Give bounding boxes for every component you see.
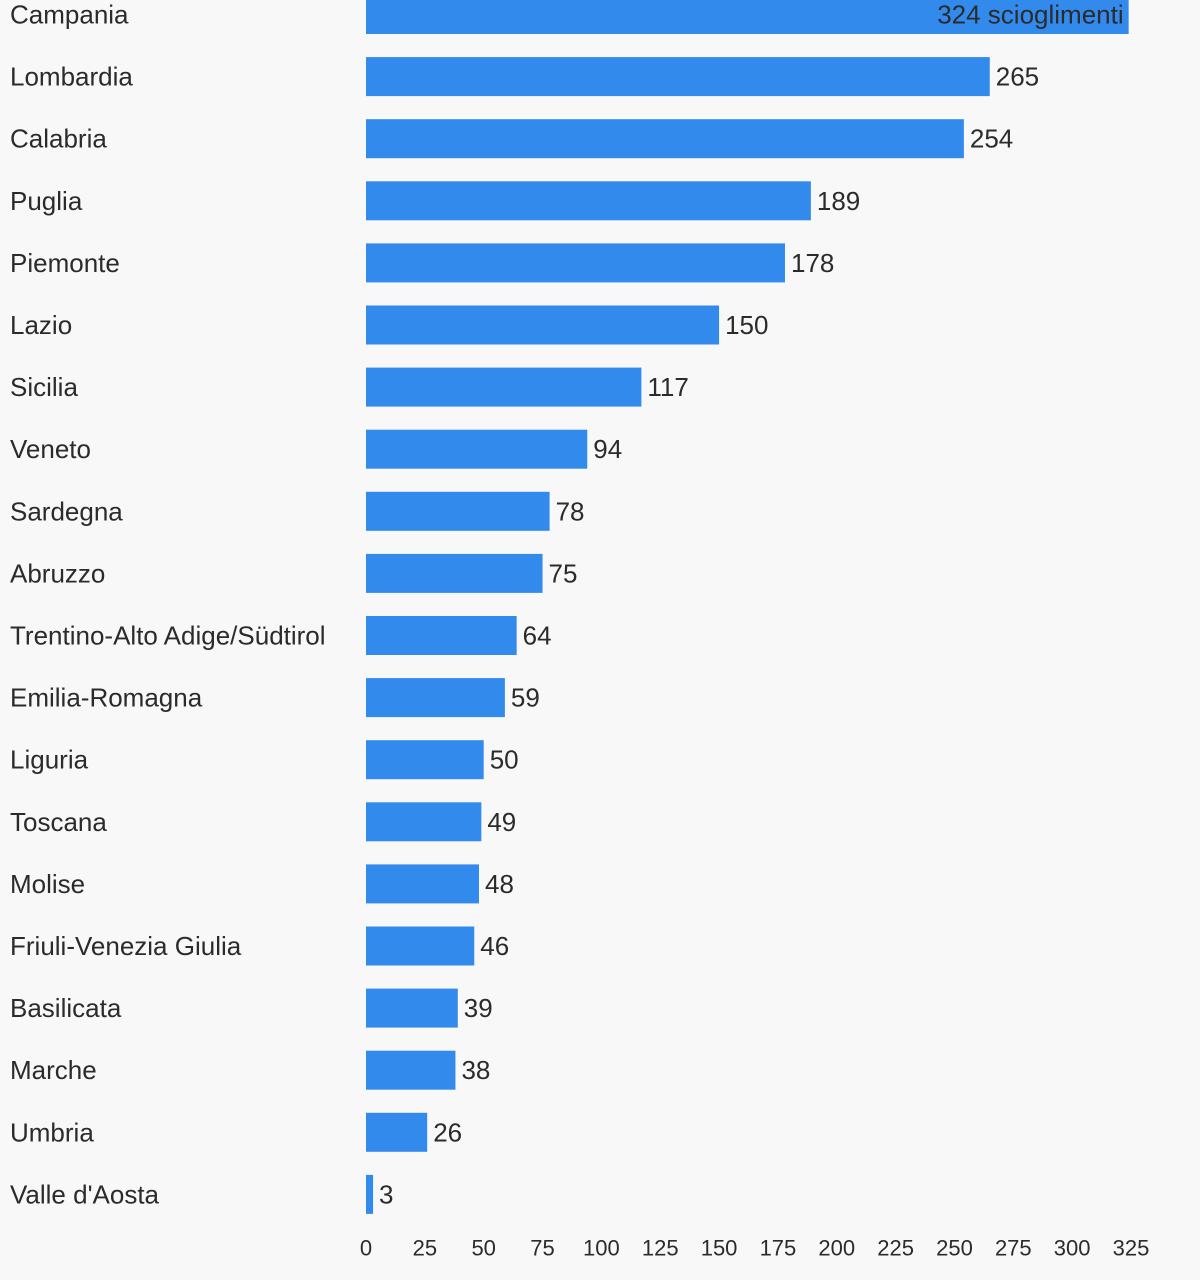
data-label: 59 [511, 683, 540, 713]
x-tick-label: 50 [471, 1236, 495, 1261]
data-label: 64 [523, 621, 552, 651]
data-label: 254 [970, 124, 1013, 154]
data-label: 48 [485, 869, 514, 899]
x-tick-label: 200 [818, 1236, 855, 1261]
category-label: Umbria [10, 1117, 94, 1147]
bar [366, 57, 990, 97]
category-label: Piemonte [10, 248, 120, 278]
category-label: Abruzzo [10, 558, 105, 588]
bar [366, 740, 484, 780]
data-label: 3 [379, 1179, 393, 1209]
bar [366, 1112, 428, 1152]
data-label: 49 [487, 807, 516, 837]
category-label: Trentino-Alto Adige/Südtirol [10, 621, 326, 651]
value-labels: 324 scioglimenti 265 254 189 178 150 117 94 78 75… [379, 0, 1124, 1209]
x-tick-label: 225 [877, 1236, 914, 1261]
x-tick-label: 0 [360, 1236, 372, 1261]
data-label: 38 [461, 1055, 490, 1085]
bar [366, 119, 964, 159]
data-label: 46 [480, 931, 509, 961]
category-label: Molise [10, 869, 85, 899]
data-label: 324 scioglimenti [937, 0, 1123, 30]
x-tick-label: 325 [1113, 1236, 1150, 1261]
data-label: 78 [556, 496, 585, 526]
data-label: 117 [647, 372, 688, 402]
data-label: 94 [593, 434, 622, 464]
category-label: Calabria [10, 124, 107, 154]
bar [366, 491, 550, 531]
category-label: Lombardia [10, 62, 133, 92]
bar [366, 616, 517, 655]
x-tick-label: 100 [583, 1236, 620, 1261]
x-axis-ticks: 0 25 50 75 100 125 150 175 200 225 250 275 300 325 [360, 1236, 1149, 1261]
bar [366, 678, 505, 718]
bar [366, 243, 785, 283]
category-label: Puglia [10, 186, 83, 216]
data-label: 265 [996, 62, 1039, 92]
bar [366, 0, 1129, 34]
data-label: 150 [725, 310, 768, 340]
data-label: 75 [549, 558, 578, 588]
category-label: Valle d'Aosta [10, 1179, 160, 1209]
bar [366, 1050, 456, 1090]
bar [366, 864, 479, 904]
bar [366, 1174, 374, 1214]
x-tick-label: 250 [936, 1236, 973, 1261]
bar [366, 802, 482, 842]
x-tick-label: 275 [995, 1236, 1032, 1261]
category-label: Lazio [10, 310, 72, 340]
category-label: Sicilia [10, 372, 78, 402]
category-labels: Campania Lombardia Calabria Puglia Piemonte L… [10, 0, 326, 1209]
category-label: Campania [10, 0, 129, 30]
bar [366, 988, 458, 1028]
data-label: 189 [817, 186, 860, 216]
x-tick-label: 75 [530, 1236, 554, 1261]
data-label: 26 [433, 1117, 462, 1147]
bar [366, 367, 642, 407]
category-label: Toscana [10, 807, 107, 837]
x-tick-label: 300 [1054, 1236, 1091, 1261]
category-label: Friuli-Venezia Giulia [10, 931, 242, 961]
x-tick-label: 175 [760, 1236, 797, 1261]
data-label: 178 [791, 248, 834, 278]
data-label: 39 [464, 993, 493, 1023]
category-label: Sardegna [10, 496, 123, 526]
category-label: Veneto [10, 434, 91, 464]
category-label: Liguria [10, 745, 89, 775]
category-label: Marche [10, 1055, 97, 1085]
data-label: 50 [490, 745, 519, 775]
bar [366, 181, 811, 221]
x-tick-label: 25 [413, 1236, 437, 1261]
bar [366, 553, 543, 593]
category-label: Basilicata [10, 993, 122, 1023]
x-tick-label: 150 [701, 1236, 738, 1261]
bar [366, 429, 588, 469]
x-tick-label: 125 [642, 1236, 679, 1261]
category-label: Emilia-Romagna [10, 683, 203, 713]
bar [366, 305, 720, 345]
bars [366, 0, 1129, 1214]
bar [366, 926, 475, 966]
